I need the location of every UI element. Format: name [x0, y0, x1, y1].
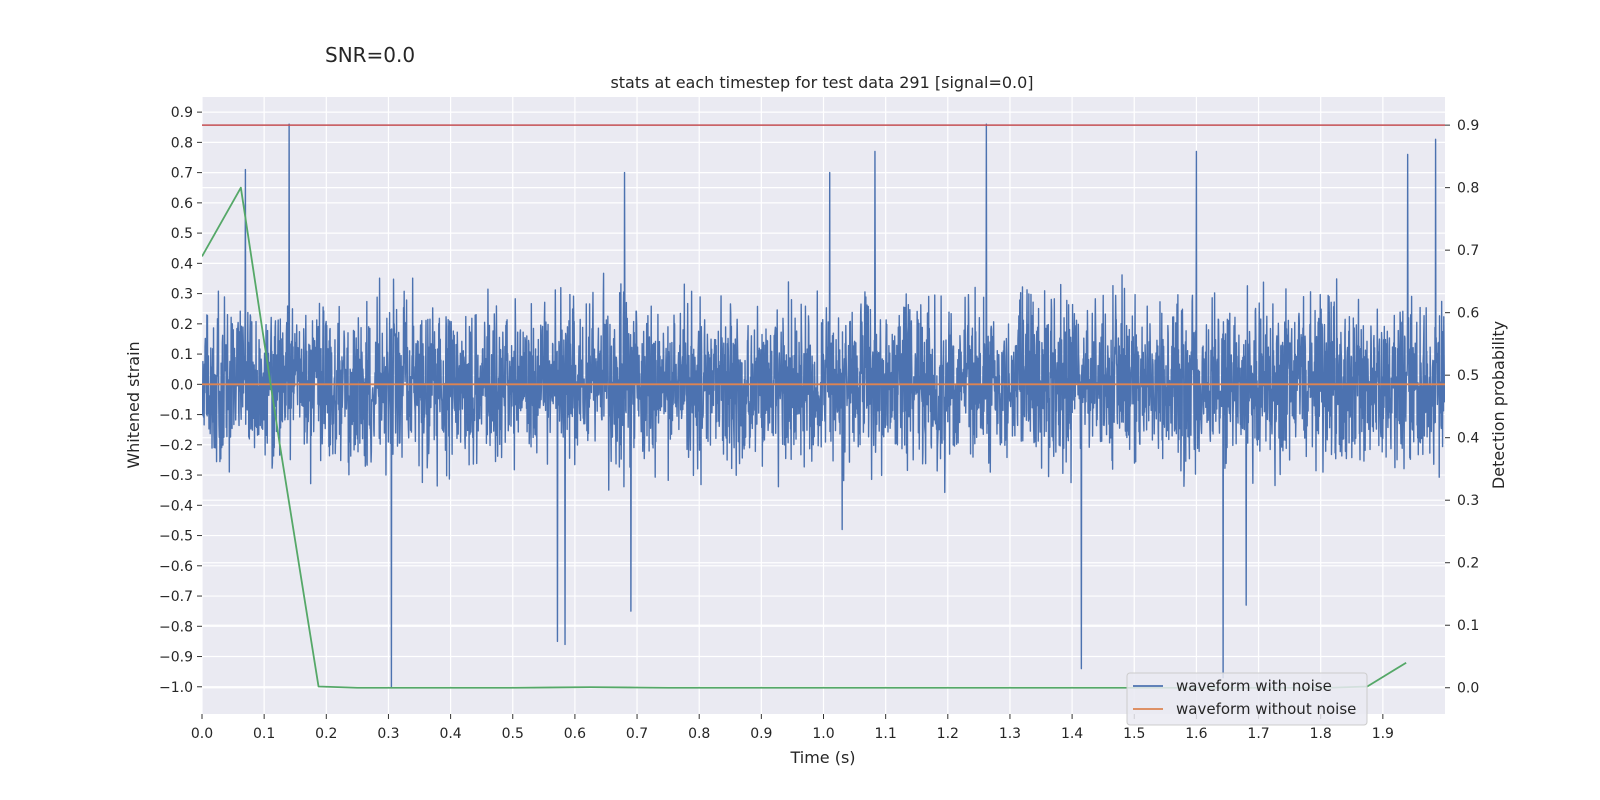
- y-tick-label: 0.4: [171, 256, 193, 272]
- x-tick-label: 0.8: [688, 726, 710, 742]
- y-tick-label: 0.5: [171, 226, 193, 242]
- y2-tick-label: 0.2: [1457, 556, 1479, 572]
- y2-tick-label: 0.1: [1457, 618, 1479, 634]
- y2-tick-label: 0.9: [1457, 118, 1479, 134]
- y-tick-label: 0.8: [171, 135, 193, 151]
- y2-tick-label: 0.8: [1457, 181, 1479, 197]
- y-tick-label: −0.1: [159, 408, 193, 424]
- y-tick-label: 0.1: [171, 347, 193, 363]
- y-axis-right: 0.9 0.8 0.7 0.6 0.5 0.4 0.3 0.2 0.1 0.0: [1445, 118, 1479, 697]
- legend-box: [1126, 672, 1368, 726]
- y2-axis-label: Detection probability: [1489, 321, 1508, 489]
- x-tick-label: 0.4: [439, 726, 461, 742]
- x-tick-label: 0.1: [253, 726, 275, 742]
- y-tick-label: −0.2: [159, 438, 193, 454]
- x-tick-label: 1.3: [999, 726, 1021, 742]
- series-waveform-with-noise: [202, 123, 1445, 688]
- y-tick-label: 0.7: [171, 166, 193, 182]
- y2-tick-label: 0.5: [1457, 368, 1479, 384]
- y-tick-label: −0.9: [159, 650, 193, 666]
- legend-label-clean: waveform without noise: [1176, 700, 1356, 718]
- legend-label-noise: waveform with noise: [1176, 677, 1332, 695]
- y-tick-label: 0.0: [171, 377, 193, 393]
- y-tick-label: 0.6: [171, 196, 193, 212]
- x-tick-label: 0.9: [750, 726, 772, 742]
- x-tick-label: 1.8: [1310, 726, 1332, 742]
- y2-tick-label: 0.6: [1457, 306, 1479, 322]
- x-tick-label: 0.3: [377, 726, 399, 742]
- y-tick-label: −0.7: [159, 589, 193, 605]
- series-layer: [202, 123, 1445, 689]
- x-tick-label: 1.5: [1123, 726, 1145, 742]
- y2-tick-label: 0.0: [1457, 681, 1479, 697]
- x-tick-label: 1.6: [1185, 726, 1207, 742]
- y-tick-label: −0.8: [159, 619, 193, 635]
- legend: waveform with noise waveform without noi…: [1126, 672, 1368, 726]
- chart-title: stats at each timestep for test data 291…: [610, 73, 1033, 92]
- x-tick-label: 0.0: [191, 726, 213, 742]
- y-tick-label: 0.9: [171, 105, 193, 121]
- x-tick-label: 1.1: [875, 726, 897, 742]
- plot-area: [201, 97, 1445, 714]
- x-tick-label: 0.2: [315, 726, 337, 742]
- y-tick-label: −0.4: [159, 498, 193, 514]
- y-tick-label: 0.3: [171, 287, 193, 303]
- y-axis-label: Whitened strain: [124, 341, 143, 468]
- x-tick-label: 1.7: [1247, 726, 1269, 742]
- y-axis-left: 0.9 0.8 0.7 0.6 0.5 0.4 0.3 0.2 0.1 0.0 −0.1 −0.2 −0…: [159, 105, 202, 696]
- x-tick-label: 0.7: [626, 726, 648, 742]
- x-tick-label: 1.4: [1061, 726, 1083, 742]
- x-tick-label: 1.9: [1372, 726, 1394, 742]
- y-tick-label: −0.3: [159, 468, 193, 484]
- x-tick-label: 0.6: [564, 726, 586, 742]
- x-axis-label: Time (s): [789, 748, 855, 767]
- y2-tick-label: 0.4: [1457, 431, 1479, 447]
- x-tick-label: 1.0: [812, 726, 834, 742]
- y-tick-label: −1.0: [159, 680, 193, 696]
- y2-tick-label: 0.7: [1457, 243, 1479, 259]
- x-axis: 0.0 0.1 0.2 0.3 0.4 0.5 0.6 0.7 0.8 0.9 1.0 1.1 1.2 1…: [191, 714, 1394, 742]
- x-tick-label: 0.5: [502, 726, 524, 742]
- y-tick-label: 0.2: [171, 317, 193, 333]
- y-tick-label: −0.6: [159, 559, 193, 575]
- figure-suptitle: SNR=0.0: [325, 43, 415, 67]
- x-tick-label: 1.2: [937, 726, 959, 742]
- y2-tick-label: 0.3: [1457, 493, 1479, 509]
- y-tick-label: −0.5: [159, 529, 193, 545]
